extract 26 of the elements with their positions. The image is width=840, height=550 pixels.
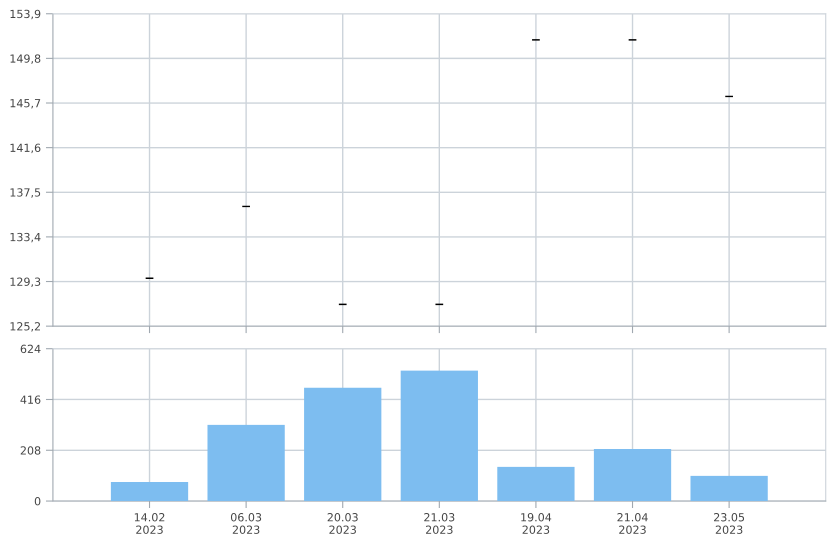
bar <box>110 482 188 502</box>
y-tick-label: 125,2 <box>10 322 40 332</box>
x-tick-label: 19.04 2023 <box>521 513 552 534</box>
y-tick-label: 153,9 <box>10 10 40 20</box>
bar <box>690 476 768 502</box>
bar <box>400 370 478 502</box>
y-tick-label: 137,5 <box>10 188 40 198</box>
x-tick-label: 21.03 2023 <box>424 513 454 534</box>
x-tick-label: 14.02 2023 <box>134 513 164 534</box>
x-tick-label: 20.03 2023 <box>328 513 358 534</box>
x-tick-label: 21.04 2023 <box>617 513 648 534</box>
bar <box>594 449 672 502</box>
y-tick-label: 0 <box>34 497 40 506</box>
y-tick-label: 416 <box>20 395 40 404</box>
y-tick-label: 141,6 <box>10 144 40 154</box>
y-tick-label: 149,8 <box>10 54 40 64</box>
x-tick-label: 06.03 2023 <box>230 513 262 534</box>
y-tick-label: 145,7 <box>10 99 40 109</box>
x-tick-label: 23.05 2023 <box>714 513 744 534</box>
bar <box>497 466 575 502</box>
y-tick-label: 129,3 <box>10 277 40 288</box>
bar <box>304 388 382 502</box>
y-tick-label: 208 <box>20 446 40 455</box>
bar <box>207 424 285 502</box>
y-tick-label: 133,4 <box>10 232 40 242</box>
y-tick-label: 624 <box>20 344 40 354</box>
